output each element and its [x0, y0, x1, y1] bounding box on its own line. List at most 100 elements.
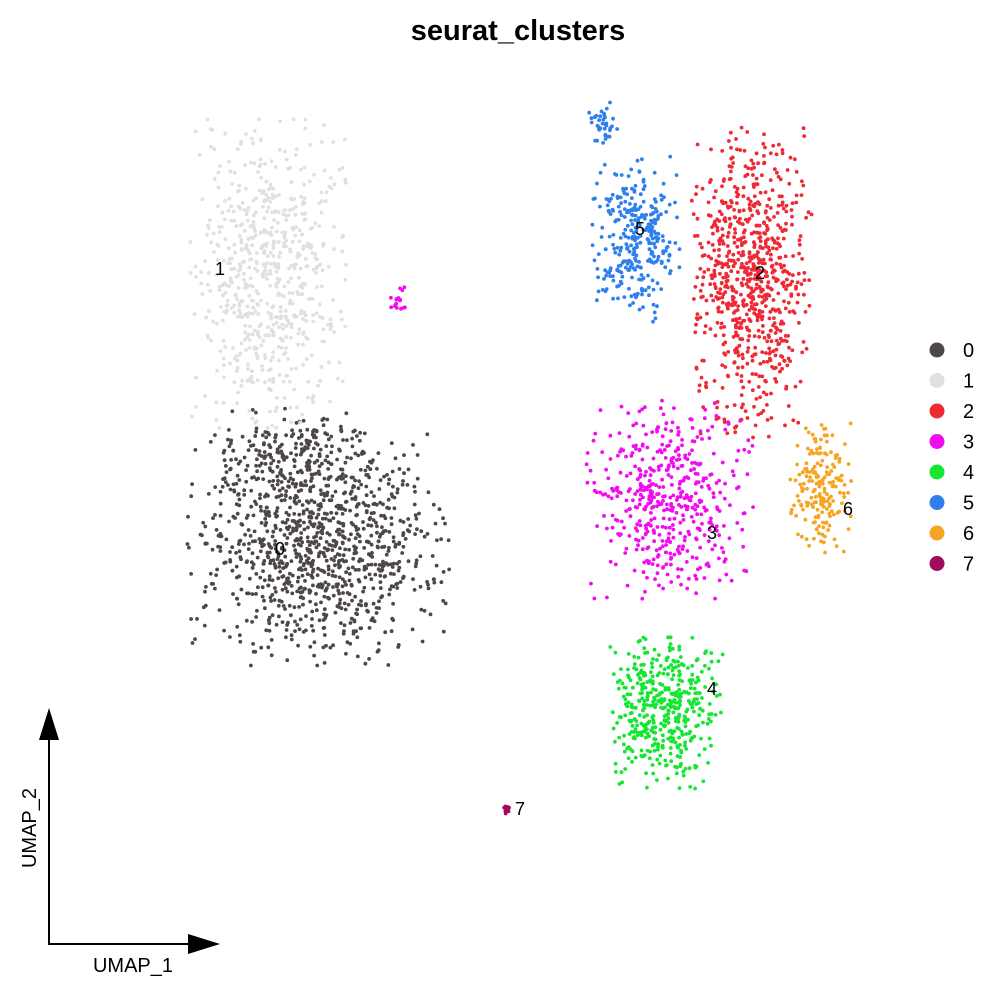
point-cluster-2: [711, 231, 715, 236]
point-cluster-4: [635, 723, 639, 728]
point-cluster-0: [206, 492, 211, 496]
point-cluster-1: [265, 272, 269, 277]
point-cluster-5: [597, 118, 601, 123]
point-cluster-3: [628, 514, 633, 519]
point-cluster-2: [741, 194, 746, 199]
point-cluster-6: [808, 470, 812, 474]
point-cluster-2: [743, 409, 748, 413]
point-cluster-0: [286, 581, 291, 586]
point-cluster-2: [712, 379, 717, 383]
point-cluster-5: [625, 210, 629, 215]
point-cluster-3: [598, 408, 603, 412]
point-cluster-1: [253, 229, 257, 234]
point-cluster-0: [303, 567, 308, 572]
point-cluster-2: [741, 185, 746, 190]
point-cluster-2: [740, 365, 745, 370]
point-cluster-2: [771, 349, 776, 354]
point-cluster-0: [275, 557, 280, 561]
point-cluster-4: [663, 758, 668, 763]
point-cluster-4: [677, 669, 681, 673]
point-cluster-3: [677, 453, 681, 457]
point-cluster-2: [740, 222, 745, 227]
point-cluster-2: [763, 239, 768, 243]
point-cluster-4: [626, 700, 631, 705]
point-cluster-6: [804, 426, 808, 431]
point-cluster-0: [249, 488, 254, 493]
point-cluster-3: [631, 423, 636, 428]
point-cluster-5: [648, 241, 653, 246]
point-cluster-0: [315, 458, 320, 463]
point-cluster-4: [663, 686, 668, 690]
point-cluster-4: [613, 770, 618, 774]
point-cluster-1: [252, 161, 257, 166]
point-cluster-0: [280, 520, 285, 524]
point-cluster-2: [713, 263, 718, 268]
point-cluster-4: [688, 701, 693, 706]
point-cluster-1: [265, 261, 269, 266]
point-cluster-0: [222, 561, 227, 565]
point-cluster-0: [389, 629, 394, 634]
point-cluster-4: [669, 728, 673, 733]
point-cluster-1: [331, 140, 336, 145]
point-cluster-0: [215, 567, 220, 572]
point-cluster-3: [695, 526, 700, 531]
point-cluster-1: [281, 379, 286, 384]
point-cluster-6: [825, 465, 830, 469]
point-cluster-4: [658, 691, 662, 696]
point-cluster-3: [610, 525, 615, 530]
point-cluster-3: [671, 527, 676, 532]
point-cluster-2: [736, 304, 740, 308]
point-cluster-0: [273, 439, 277, 444]
point-cluster-6: [846, 490, 850, 495]
point-cluster-0: [301, 483, 306, 488]
point-cluster-0: [329, 450, 334, 455]
point-cluster-5: [630, 235, 635, 240]
point-cluster-3: [722, 496, 727, 501]
point-cluster-0: [293, 484, 298, 489]
point-cluster-3: [624, 454, 628, 459]
point-cluster-3: [660, 442, 665, 447]
point-cluster-2: [762, 336, 767, 340]
point-cluster-0: [234, 551, 239, 555]
point-cluster-3: [669, 555, 674, 560]
point-cluster-0: [262, 442, 266, 447]
point-cluster-4: [645, 748, 650, 753]
point-cluster-2: [782, 284, 786, 289]
point-cluster-6: [837, 460, 842, 464]
point-cluster-0: [283, 521, 288, 525]
point-cluster-0: [268, 468, 273, 473]
point-cluster-4: [700, 696, 704, 700]
point-cluster-0: [344, 583, 348, 587]
point-cluster-2: [783, 254, 788, 259]
point-cluster-2: [747, 202, 752, 207]
point-cluster-5: [599, 109, 604, 114]
point-cluster-1: [254, 251, 259, 256]
point-cluster-5: [655, 258, 660, 262]
point-cluster-3: [684, 560, 689, 564]
point-cluster-4: [672, 659, 677, 664]
point-cluster-0: [213, 433, 217, 437]
point-cluster-1: [235, 297, 239, 301]
point-cluster-3: [687, 532, 692, 537]
point-cluster-2: [723, 262, 728, 267]
point-cluster-3: [664, 562, 669, 567]
point-cluster-0: [195, 617, 199, 621]
point-cluster-3: [654, 483, 658, 488]
point-cluster-2: [772, 316, 776, 320]
point-cluster-3: [650, 430, 655, 434]
point-cluster-3: [661, 586, 665, 591]
point-cluster-1: [255, 269, 260, 273]
point-cluster-2: [715, 400, 720, 404]
point-cluster-1: [250, 284, 255, 289]
point-cluster-2: [700, 186, 705, 191]
point-cluster-0: [294, 551, 298, 556]
point-cluster-0: [402, 453, 406, 457]
point-cluster-1: [320, 268, 325, 273]
point-cluster-1: [260, 368, 265, 372]
point-cluster-0: [306, 560, 310, 565]
point-cluster-6: [814, 527, 819, 532]
point-cluster-2: [724, 271, 729, 276]
point-cluster-2: [720, 199, 724, 204]
point-cluster-1: [264, 179, 269, 184]
point-cluster-1: [287, 266, 291, 271]
